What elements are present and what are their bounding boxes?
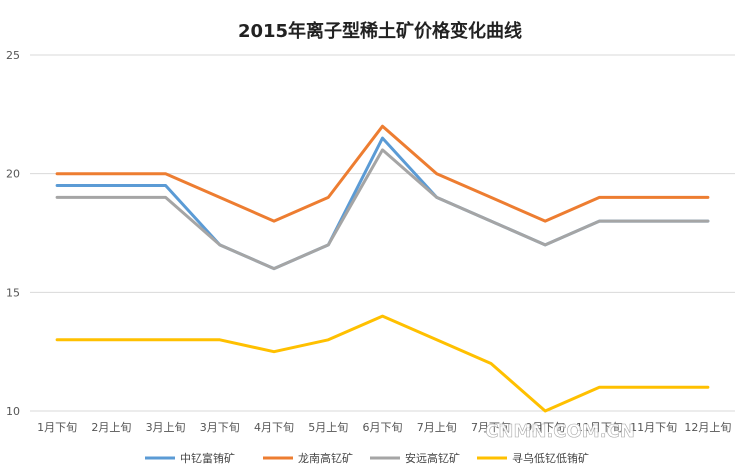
x-tick-label: 4月下旬: [254, 421, 294, 434]
x-tick-label: 9月下旬: [525, 421, 565, 434]
y-tick-label: 25: [6, 49, 20, 62]
grid-lines: [30, 54, 735, 412]
legend-label: 中钇富铕矿: [180, 451, 235, 465]
x-tick-label: 1月下旬: [37, 421, 77, 434]
y-axis-ticks: 10 15 20 25: [6, 49, 20, 418]
legend: 中钇富铕矿 龙南高钇矿 安远高钇矿 寻乌低钇低铕矿: [145, 451, 589, 465]
x-tick-label: 2月上旬: [91, 421, 131, 434]
y-tick-label: 10: [6, 405, 20, 418]
watermark-text: CNMN.COM.CN: [485, 421, 635, 442]
y-tick-label: 15: [6, 286, 20, 299]
x-tick-label: 12月上旬: [684, 421, 731, 434]
series-lines: [55, 124, 710, 413]
x-tick-label: 11月下旬: [576, 421, 623, 434]
x-tick-label: 7月上旬: [417, 421, 457, 434]
x-tick-label: 3月下旬: [200, 421, 240, 434]
x-tick-label: 7月下旬: [471, 421, 511, 434]
series-line-2: [55, 124, 710, 223]
y-tick-label: 20: [6, 168, 20, 181]
x-tick-label: 5月上旬: [308, 421, 348, 434]
x-tick-label: 3月上旬: [146, 421, 186, 434]
x-tick-label: 6月下旬: [363, 421, 403, 434]
series-line-1: [55, 136, 710, 271]
chart-title: 2015年离子型稀土矿价格变化曲线: [238, 20, 522, 42]
legend-label: 寻乌低钇低铕矿: [512, 451, 589, 465]
legend-label: 龙南高钇矿: [298, 451, 353, 465]
x-axis-ticks: 1月下旬 2月上旬 3月上旬 3月下旬 4月下旬 5月上旬 6月下旬 7月上旬 7月下旬 9月下旬…: [37, 421, 731, 434]
series-line-3: [55, 148, 710, 271]
series-line-4: [55, 314, 710, 413]
x-tick-label: 11月下旬: [630, 421, 677, 434]
legend-label: 安远高钇矿: [405, 451, 460, 465]
